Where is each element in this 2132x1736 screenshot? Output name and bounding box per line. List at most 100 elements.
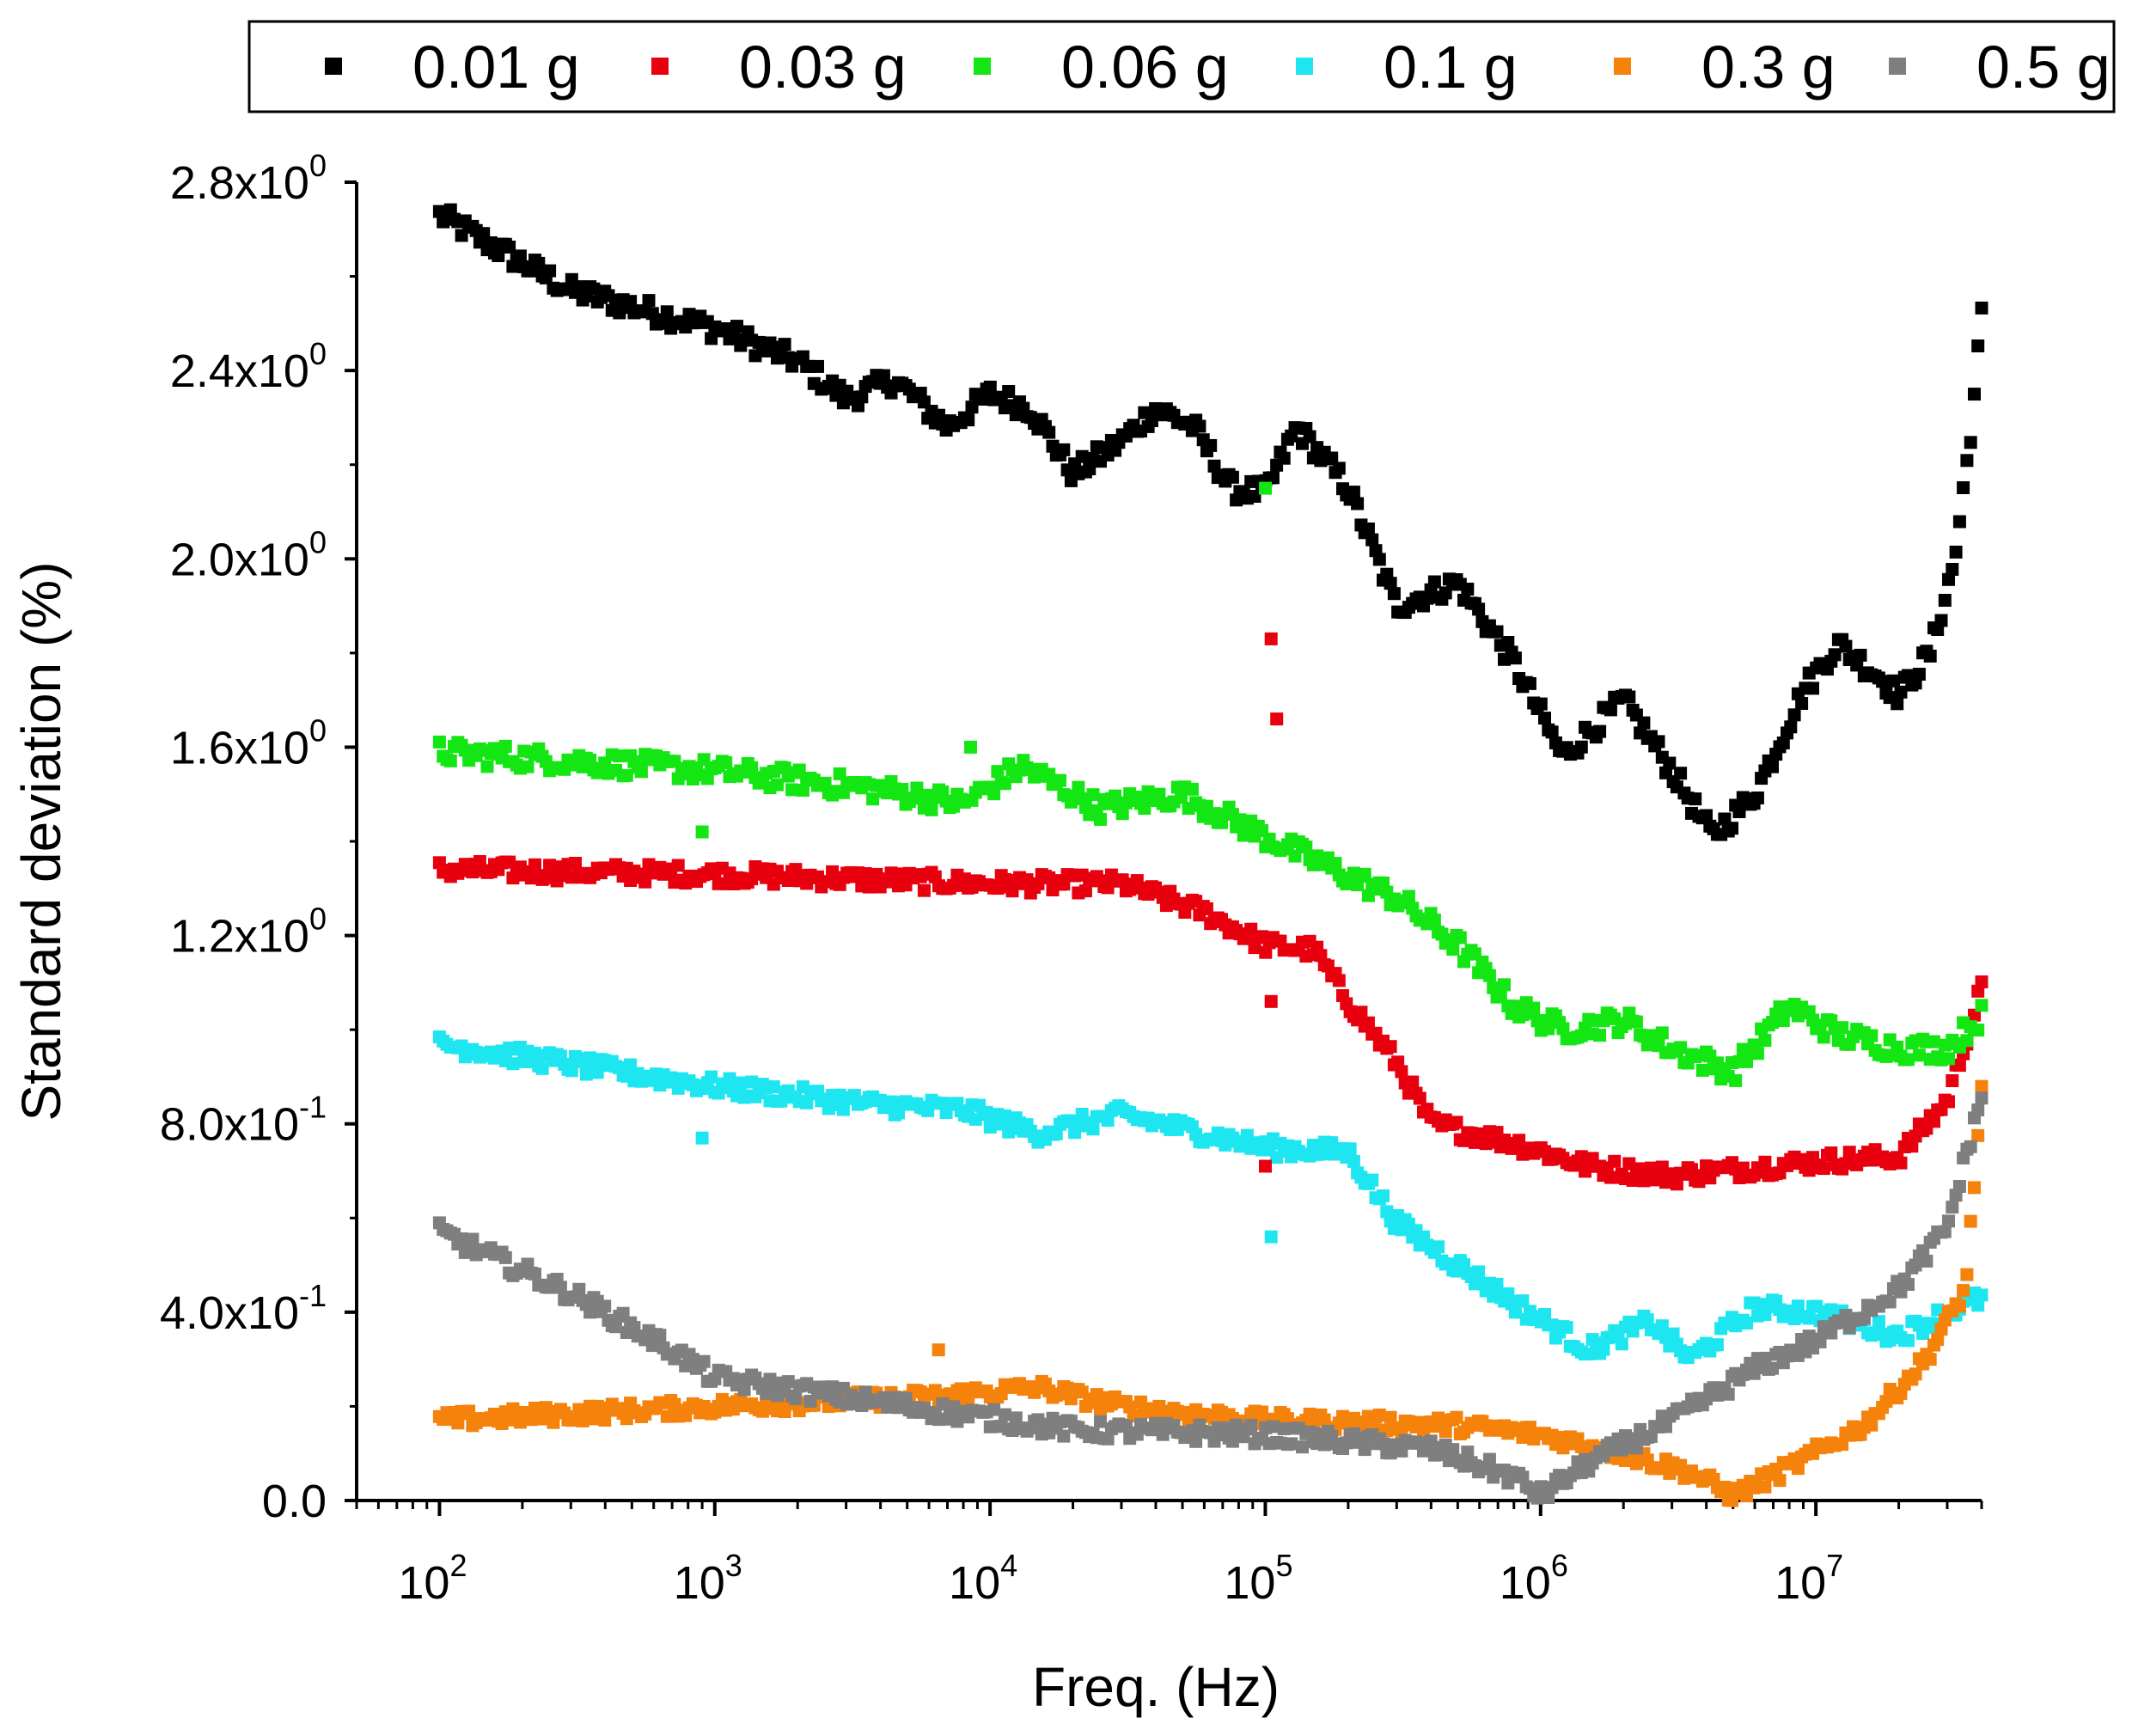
data-point [1750, 792, 1764, 804]
data-point [1406, 1075, 1420, 1089]
data-point [1957, 1284, 1970, 1298]
data-point [1655, 1319, 1669, 1333]
data-point [432, 735, 446, 749]
x-tick-label: 103 [674, 1548, 742, 1609]
data-point [642, 294, 656, 308]
data-point [1902, 1278, 1915, 1291]
data-point [1640, 1313, 1654, 1327]
data-point [962, 413, 975, 427]
data-point [1593, 724, 1607, 738]
data-point [719, 756, 733, 769]
x-tick-label: 107 [1775, 1548, 1843, 1609]
data-point [1115, 807, 1129, 821]
data-point [1329, 857, 1342, 871]
data-point [1964, 1214, 1977, 1228]
data-point [1057, 443, 1071, 456]
data-point [1482, 1452, 1496, 1466]
data-point [1952, 515, 1966, 529]
data-point [1894, 1156, 1908, 1170]
data-point [778, 338, 791, 351]
data-point [991, 765, 1005, 779]
data-point [1824, 1326, 1838, 1340]
data-point [1446, 943, 1460, 956]
data-point [697, 1354, 711, 1368]
data-point [987, 1403, 1001, 1416]
data-point [1824, 1146, 1838, 1159]
data-point [1608, 1154, 1622, 1168]
data-point [1244, 1418, 1258, 1432]
data-point [1285, 1437, 1298, 1451]
data-point [1516, 1431, 1530, 1444]
legend-label: 0.06 g [1061, 34, 1229, 101]
data-point [613, 749, 626, 763]
data-point [1883, 1295, 1897, 1309]
data-point [998, 777, 1011, 791]
y-tick-label: 2.8x100 [170, 148, 327, 209]
data-point [983, 380, 997, 394]
data-point [1574, 740, 1588, 754]
data-point [583, 753, 597, 767]
data-point [745, 1075, 759, 1089]
legend-label: 0.03 g [739, 34, 907, 101]
data-point [1365, 533, 1379, 547]
data-point [1556, 1022, 1570, 1036]
data-point [1942, 1052, 1955, 1066]
data-point [1185, 782, 1199, 796]
data-point [1670, 1177, 1683, 1191]
data-point [899, 1391, 913, 1405]
data-point [1854, 648, 1867, 662]
x-tick-label: 106 [1500, 1548, 1568, 1609]
data-point [1200, 902, 1213, 915]
data-point [1909, 1367, 1922, 1381]
data-point [1347, 486, 1360, 499]
outlier-point [932, 1343, 945, 1357]
data-point [1758, 1155, 1772, 1169]
data-point [778, 1405, 791, 1418]
data-point [1266, 471, 1280, 485]
data-point [998, 1408, 1011, 1421]
data-point [1365, 1173, 1379, 1187]
data-point [528, 1267, 541, 1281]
data-point [1508, 1305, 1522, 1319]
data-point [1920, 1254, 1933, 1268]
data-point [1266, 1420, 1280, 1433]
x-tick-label: 102 [398, 1548, 467, 1609]
data-point [1964, 1140, 1977, 1153]
data-point [1674, 1458, 1688, 1472]
data-point [855, 390, 869, 404]
outlier-point [1259, 1159, 1272, 1173]
data-point [1795, 697, 1809, 710]
data-point [498, 739, 512, 753]
data-point [1527, 1001, 1541, 1015]
data-point [1597, 1342, 1610, 1356]
x-ticks: 102 103 104 105 106 107 [355, 1501, 1983, 1609]
data-point [1865, 1029, 1878, 1042]
data-point [1361, 1016, 1375, 1030]
data-point [877, 369, 890, 382]
data-point [480, 760, 494, 773]
data-point [1248, 941, 1261, 955]
data-point [1975, 999, 1988, 1012]
data-point [1655, 1026, 1669, 1040]
data-point [1325, 1136, 1339, 1150]
data-point [811, 359, 824, 373]
data-point [513, 1415, 527, 1429]
data-point [1384, 1410, 1397, 1424]
data-point [1971, 1299, 1985, 1312]
data-point [583, 1305, 597, 1319]
data-point [1902, 1053, 1915, 1067]
data-point [653, 1329, 667, 1342]
data-point [1582, 1347, 1596, 1360]
data-point [583, 1051, 597, 1065]
data-point [866, 792, 880, 806]
data-point [884, 1095, 898, 1109]
data-point [1501, 636, 1515, 649]
y-axis-title: Standard deviation (%) [10, 561, 72, 1121]
data-point [1802, 1311, 1816, 1325]
data-point [1054, 773, 1066, 787]
data-point [1086, 1122, 1100, 1136]
data-point [1332, 462, 1346, 475]
data-point [528, 858, 541, 871]
legend-marker [1889, 58, 1906, 75]
data-point [1923, 649, 1937, 663]
